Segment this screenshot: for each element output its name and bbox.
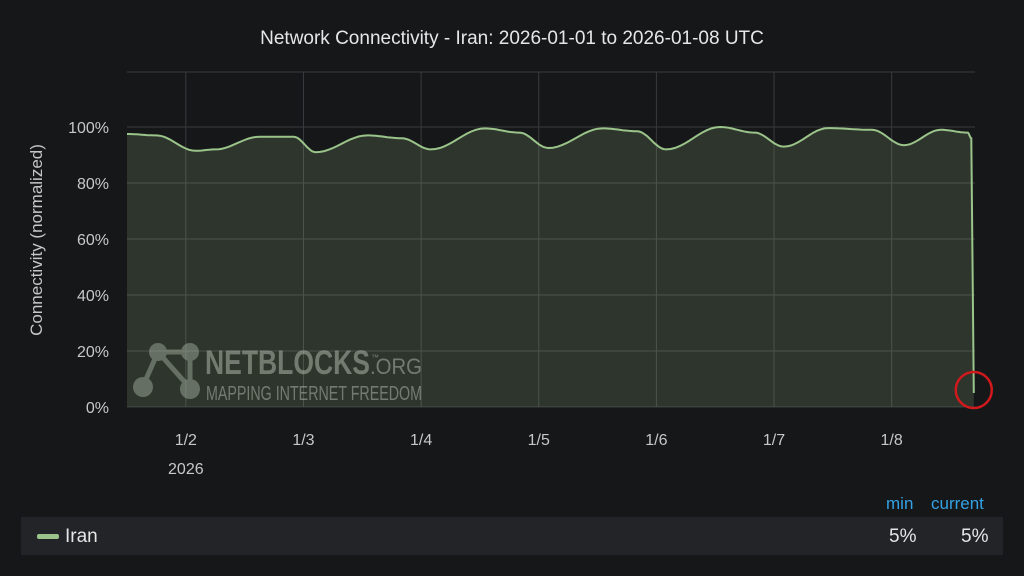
netblocks-logo-icon (133, 343, 200, 399)
legend-series-name[interactable]: Iran (65, 526, 98, 547)
y-axis-label: Connectivity (normalized) (27, 144, 46, 336)
x-tick-label: 1/8 (881, 432, 903, 449)
x-tick-label: 1/2 (175, 432, 197, 449)
legend-row-iran[interactable]: Iran 5% 5% (21, 517, 1003, 555)
x-tick-label: 1/4 (410, 432, 432, 449)
y-tick-label: 0% (86, 400, 109, 417)
y-tick-label: 60% (77, 232, 109, 249)
grid (127, 71, 975, 408)
axes: 0% 20% 40% 60% 80% 100% 1/2 2026 1/3 1/4 1/5 1/6 1/7… (68, 120, 903, 478)
y-tick-label: 80% (77, 176, 109, 193)
series-color-swatch (37, 534, 59, 539)
legend-header-current[interactable]: current (931, 494, 984, 513)
x-tick-year-label: 2026 (168, 461, 204, 478)
chart-title: Network Connectivity - Iran: 2026-01-01 … (260, 28, 764, 49)
watermark-brand: NETBLOCKS (205, 344, 370, 382)
x-tick-label: 1/7 (763, 432, 785, 449)
series-area-iran (127, 127, 974, 407)
y-tick-label: 100% (68, 120, 109, 137)
legend-min-value: 5% (889, 526, 917, 547)
watermark-tm: ™ (371, 353, 379, 362)
legend-current-value: 5% (961, 526, 989, 547)
drop-highlight-circle (954, 370, 994, 410)
y-tick-label: 40% (77, 288, 109, 305)
x-tick-label: 1/5 (528, 432, 550, 449)
x-tick-label: 1/6 (645, 432, 667, 449)
plot-area (127, 125, 975, 407)
watermark-tld: .ORG (370, 354, 422, 379)
x-tick-label: 1/3 (292, 432, 314, 449)
watermark-tagline: MAPPING INTERNET FREEDOM (206, 383, 422, 405)
netblocks-watermark: NETBLOCKS ™ .ORG MAPPING INTERNET FREEDO… (133, 343, 422, 405)
y-tick-label: 20% (77, 344, 109, 361)
connectivity-chart: NETBLOCKS ™ .ORG MAPPING INTERNET FREEDO… (27, 71, 994, 478)
legend-header-min[interactable]: min (886, 494, 914, 513)
series-line-iran (127, 125, 975, 394)
